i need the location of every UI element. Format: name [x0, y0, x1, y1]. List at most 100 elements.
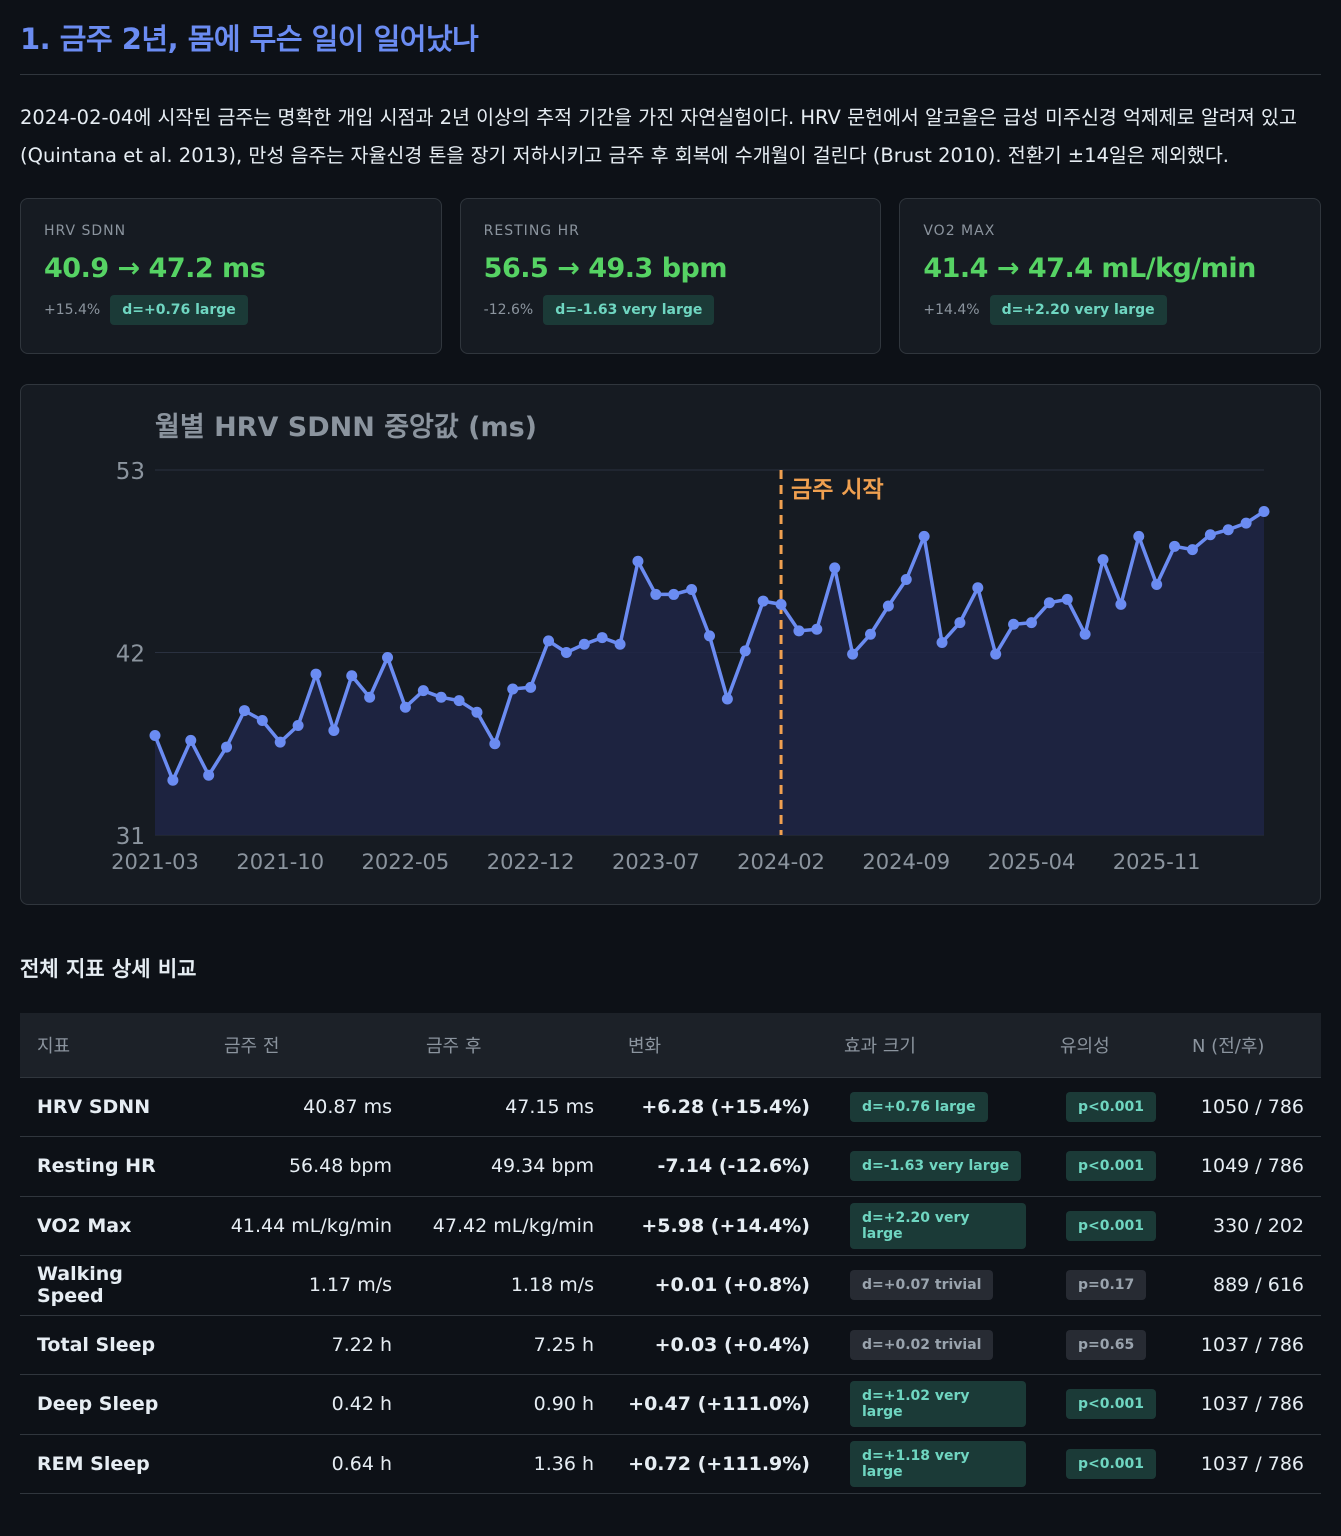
after-value: 1.18 m/s — [409, 1255, 611, 1316]
data-point — [417, 685, 429, 697]
effect-badge: d=+0.76 large — [850, 1091, 988, 1122]
metrics-table: 지표 금주 전 금주 후 변화 효과 크기 유의성 N (전/후) HRV SD… — [20, 1013, 1321, 1494]
x-tick-label: 2021-10 — [236, 850, 324, 874]
data-point — [256, 715, 268, 727]
data-point — [1079, 628, 1091, 640]
table-row: VO2 Max 41.44 mL/kg/min 47.42 mL/kg/min … — [20, 1196, 1321, 1256]
metric-name: Total Sleep — [20, 1315, 207, 1375]
significance-badge: p=0.65 — [1066, 1329, 1147, 1360]
data-point — [811, 623, 823, 635]
metric-name: REM Sleep — [20, 1434, 207, 1494]
data-point — [1186, 544, 1198, 556]
hrv-chart-svg: 월별 HRV SDNN 중앙값 (ms) 금주 시작 53 42 31 2021-0… — [111, 412, 1270, 874]
data-point — [292, 720, 304, 731]
table-title: 전체 지표 상세 비교 — [20, 957, 197, 981]
summary-cards: HRV SDNN 40.9 → 47.2 ms +15.4% d=+0.76 l… — [20, 198, 1322, 354]
effect-badge: d=-1.63 very large — [850, 1151, 1022, 1182]
data-point — [1240, 517, 1252, 529]
data-point — [829, 562, 841, 574]
change-value: -7.14 (-12.6%) — [611, 1136, 827, 1197]
chart-title: 월별 HRV SDNN 중앙값 (ms) — [155, 412, 537, 443]
card-percent: +15.4% — [44, 302, 101, 318]
effect-badge: d=+2.20 very large — [850, 1202, 1026, 1249]
significance-badge: p<0.001 — [1066, 1151, 1157, 1182]
data-point — [990, 648, 1002, 660]
data-point — [721, 693, 733, 705]
data-point — [364, 691, 376, 703]
data-point — [185, 734, 197, 746]
effect-cell: d=+2.20 very large — [827, 1196, 1043, 1256]
data-point — [632, 555, 644, 567]
data-point — [328, 724, 340, 736]
card-percent: -12.6% — [483, 302, 534, 318]
significance-badge: p<0.001 — [1066, 1210, 1157, 1241]
metric-name: VO2 Max — [20, 1196, 207, 1256]
data-point — [543, 635, 555, 647]
data-point — [775, 598, 787, 610]
y-tick-label: 42 — [116, 642, 145, 668]
n-value: 1050 / 786 — [1175, 1077, 1321, 1137]
card-meta: +14.4% d=+2.20 very large — [923, 295, 1320, 325]
hrv-chart: 월별 HRV SDNN 중앙값 (ms) 금주 시작 53 42 31 2021-0… — [20, 384, 1321, 905]
data-point — [471, 706, 483, 718]
data-point — [1133, 530, 1145, 542]
data-point — [864, 628, 876, 640]
data-point — [435, 691, 447, 703]
before-value: 40.87 ms — [207, 1077, 409, 1137]
data-point — [167, 774, 179, 786]
chart-annotation: 금주 시작 — [779, 470, 884, 835]
card-meta: -12.6% d=-1.63 very large — [484, 295, 881, 325]
significance-badge: p<0.001 — [1066, 1091, 1157, 1122]
data-point — [757, 595, 769, 607]
n-value: 1037 / 786 — [1175, 1315, 1321, 1375]
table-row: HRV SDNN 40.87 ms 47.15 ms +6.28 (+15.4%… — [20, 1077, 1321, 1137]
significance-cell: p=0.65 — [1043, 1315, 1175, 1375]
effect-cell: d=+0.76 large — [827, 1077, 1043, 1137]
data-point — [918, 530, 930, 542]
before-value: 7.22 h — [207, 1315, 409, 1375]
data-point — [704, 630, 715, 642]
table-header-row: 지표 금주 전 금주 후 변화 효과 크기 유의성 N (전/후) — [20, 1013, 1321, 1078]
table-row: Deep Sleep 0.42 h 0.90 h +0.47 (+111.0%)… — [20, 1374, 1321, 1435]
x-tick-label: 2025-11 — [1113, 850, 1201, 874]
effect-cell: d=+1.18 very large — [827, 1434, 1043, 1494]
metric-name: HRV SDNN — [20, 1077, 207, 1137]
n-value: 889 / 616 — [1175, 1255, 1321, 1316]
significance-cell: p<0.001 — [1043, 1374, 1175, 1435]
after-value: 7.25 h — [409, 1315, 611, 1375]
data-point — [149, 729, 161, 741]
card-percent: +14.4% — [923, 302, 980, 318]
x-tick-label: 2024-02 — [737, 850, 825, 874]
metric-name: Deep Sleep — [20, 1374, 207, 1435]
card-value: 41.4 → 47.4 mL/kg/min — [923, 253, 1256, 284]
x-tick-label: 2022-05 — [362, 850, 450, 874]
data-point — [346, 670, 358, 682]
before-value: 41.44 mL/kg/min — [207, 1196, 409, 1256]
data-point — [936, 637, 948, 649]
before-value: 1.17 m/s — [207, 1255, 409, 1316]
change-value: +0.03 (+0.4%) — [611, 1315, 827, 1375]
y-tick-label: 53 — [116, 459, 145, 485]
data-point — [1258, 505, 1270, 517]
data-point — [382, 651, 394, 663]
data-point — [793, 625, 805, 637]
card-label: RESTING HR — [483, 223, 580, 239]
after-value: 1.36 h — [409, 1434, 611, 1494]
card-value: 40.9 → 47.2 ms — [44, 253, 266, 284]
data-point — [686, 583, 698, 595]
significance-cell: p<0.001 — [1043, 1196, 1175, 1256]
data-point — [310, 668, 322, 680]
table-row: Total Sleep 7.22 h 7.25 h +0.03 (+0.4%) … — [20, 1315, 1321, 1375]
effect-badge: d=+0.07 trivial — [850, 1270, 994, 1301]
significance-cell: p=0.17 — [1043, 1255, 1175, 1316]
data-point — [882, 600, 894, 612]
annotation-label: 금주 시작 — [791, 477, 884, 503]
summary-card-vo2max: VO2 MAX 41.4 → 47.4 mL/kg/min +14.4% d=+… — [899, 198, 1322, 354]
effect-badge: d=+2.20 very large — [989, 295, 1167, 325]
after-value: 47.15 ms — [409, 1077, 611, 1137]
after-value: 47.42 mL/kg/min — [409, 1196, 611, 1256]
x-tick-label: 2023-07 — [612, 850, 700, 874]
data-point — [1204, 529, 1216, 541]
data-point — [739, 645, 751, 657]
card-meta: +15.4% d=+0.76 large — [44, 295, 441, 325]
